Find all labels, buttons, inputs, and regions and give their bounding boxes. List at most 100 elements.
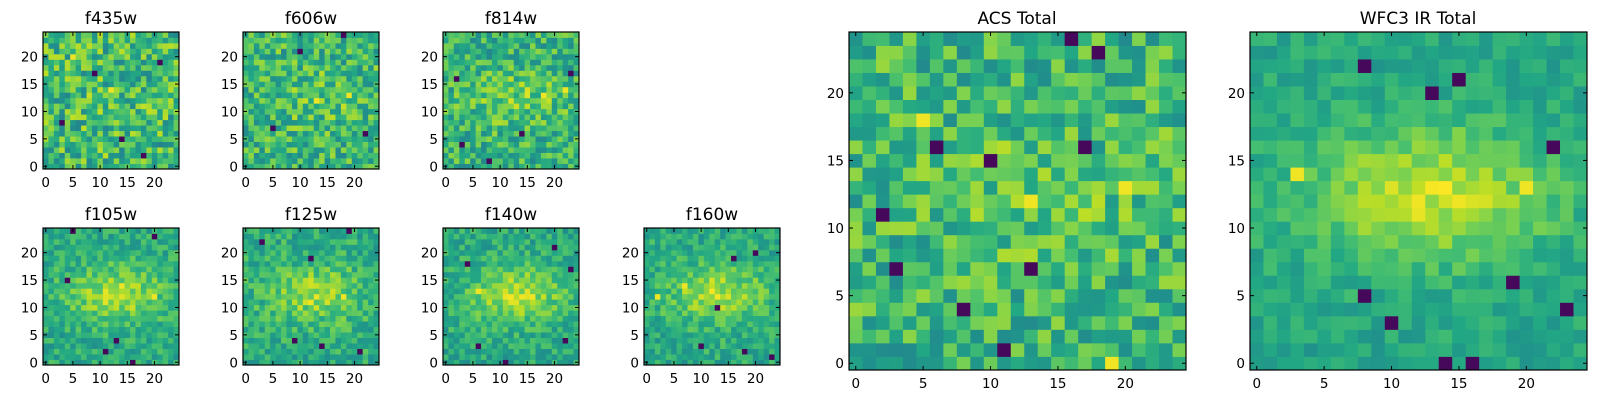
- heatmap-cell: [340, 75, 347, 82]
- heatmap-cell: [497, 119, 504, 126]
- heatmap-cell: [362, 343, 369, 349]
- heatmap-cell: [335, 125, 342, 132]
- heatmap-cell: [151, 277, 158, 284]
- heatmap-cell: [59, 244, 66, 251]
- heatmap-cell: [535, 354, 542, 360]
- heatmap-cell: [357, 255, 364, 262]
- heatmap-cell: [524, 249, 531, 256]
- heatmap-cell: [486, 293, 493, 300]
- heatmap-cell: [714, 288, 721, 295]
- heatmap-cell: [448, 228, 455, 234]
- heatmap-cell: [1078, 207, 1093, 222]
- heatmap-cell: [902, 207, 917, 222]
- heatmap-cell: [562, 53, 569, 60]
- heatmap-cell: [562, 228, 569, 234]
- heatmap-cell: [497, 354, 504, 360]
- heatmap-cell: [562, 293, 569, 300]
- heatmap-cell: [286, 326, 293, 333]
- heatmap-cell: [530, 343, 536, 349]
- heatmap-cell: [486, 271, 493, 278]
- heatmap-cell: [714, 343, 721, 349]
- heatmap-cell: [64, 288, 71, 295]
- heatmap-cell: [557, 53, 564, 60]
- heatmap-cell: [281, 53, 287, 60]
- heatmap-cell: [53, 354, 60, 360]
- heatmap-cell: [720, 277, 726, 284]
- heatmap-cell: [758, 343, 765, 349]
- heatmap-cell: [551, 321, 558, 328]
- heatmap-cell: [676, 332, 683, 338]
- heatmap-cell: [709, 304, 716, 311]
- heatmap-cell: [86, 310, 93, 317]
- heatmap-cell: [91, 255, 98, 262]
- heatmap-cell: [889, 342, 904, 357]
- heatmap-cell: [297, 233, 304, 240]
- heatmap-cell: [736, 266, 743, 273]
- heatmap-cell: [162, 119, 169, 126]
- heatmap-cell: [357, 70, 364, 77]
- heatmap-cell: [568, 37, 574, 44]
- heatmap-cell: [291, 288, 298, 295]
- heatmap-cell: [340, 326, 347, 333]
- heatmap-cell: [481, 125, 487, 132]
- heatmap-cell: [330, 108, 336, 115]
- panel-title: f160w: [686, 205, 738, 225]
- heatmap-cell: [1010, 342, 1025, 357]
- heatmap-cell: [75, 359, 82, 366]
- heatmap-cell: [124, 310, 131, 317]
- heatmap-cell: [443, 326, 449, 333]
- heatmap-cell: [319, 125, 325, 132]
- heatmap-cell: [502, 103, 509, 110]
- heatmap-cell: [725, 249, 732, 256]
- heatmap-cell: [173, 48, 180, 55]
- heatmap-cell: [291, 48, 298, 55]
- heatmap-cell: [162, 260, 169, 267]
- heatmap-cell: [340, 158, 347, 164]
- heatmap-cell: [731, 260, 737, 267]
- heatmap-cell: [362, 37, 369, 44]
- y-tick-label: 10: [421, 300, 438, 316]
- heatmap-cell: [59, 332, 66, 338]
- heatmap-cell: [97, 75, 104, 82]
- heatmap-cell: [535, 141, 542, 148]
- heatmap-cell: [173, 92, 180, 99]
- heatmap-cell: [53, 141, 60, 148]
- heatmap-cell: [486, 299, 493, 306]
- heatmap-cell: [357, 92, 364, 99]
- heatmap-cell: [709, 233, 716, 240]
- heatmap-cell: [540, 163, 547, 170]
- heatmap-cell: [151, 119, 158, 126]
- heatmap-cell: [448, 141, 455, 148]
- heatmap-cell: [475, 152, 482, 159]
- heatmap-cell: [956, 167, 971, 182]
- heatmap-cell: [64, 152, 71, 159]
- heatmap-cell: [53, 48, 60, 55]
- heatmap-cell: [264, 97, 271, 104]
- heatmap-cell: [291, 141, 298, 148]
- heatmap-cell: [324, 255, 331, 262]
- heatmap-cell: [459, 321, 466, 328]
- heatmap-cell: [660, 359, 667, 366]
- heatmap-cell: [1132, 288, 1146, 303]
- heatmap-cell: [362, 86, 369, 93]
- heatmap-cell: [459, 125, 466, 132]
- heatmap-cell: [140, 86, 147, 93]
- heatmap-cell: [108, 255, 115, 262]
- heatmap-cell: [725, 266, 732, 273]
- heatmap-cell: [502, 163, 509, 170]
- heatmap-cell: [665, 277, 672, 284]
- heatmap-cell: [1105, 248, 1119, 263]
- heatmap-cell: [519, 86, 525, 93]
- heatmap-cell: [281, 337, 287, 344]
- heatmap-cell: [297, 266, 304, 273]
- heatmap-cell: [698, 277, 705, 284]
- heatmap-cell: [676, 271, 683, 278]
- heatmap-cell: [270, 141, 277, 148]
- heatmap-cell: [535, 233, 542, 240]
- heatmap-cell: [513, 233, 520, 240]
- heatmap-cell: [357, 299, 364, 306]
- panel-title: f814w: [485, 9, 537, 29]
- heatmap-cell: [464, 141, 471, 148]
- heatmap-cell: [324, 288, 331, 295]
- heatmap-cell: [731, 343, 737, 349]
